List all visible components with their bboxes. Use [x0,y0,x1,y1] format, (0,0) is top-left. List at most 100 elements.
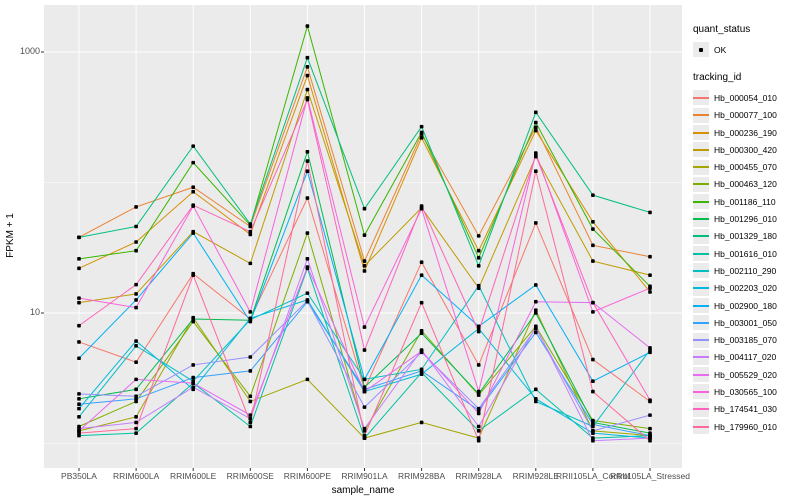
data-point-Hb_000300_420 [305,87,310,92]
data-point-Hb_002900_180 [305,169,310,174]
data-point-Hb_003185_070 [362,405,367,409]
legend-line-swatch [693,304,709,307]
data-point-Hb_003001_050 [191,375,195,380]
legend-item-label: Hb_000077_100 [714,110,777,121]
data-point-Hb_179960_010 [591,389,595,394]
data-point-Hb_003001_050 [591,422,595,427]
data-point-Hb_000054_010 [534,221,538,225]
data-point-Hb_000077_100 [191,185,195,190]
x-tick-label: RRII105LA_Stressed [610,471,690,481]
data-point-Hb_000300_420 [77,300,81,305]
data-point-Hb_001296_010 [77,397,81,401]
data-point-Hb_001329_180 [305,55,310,60]
data-point-Hb_179960_010 [362,433,367,438]
data-point-Hb_002900_180 [248,319,253,324]
y-axis-title-wrap: FPKM + 1 [2,0,18,470]
data-point-Hb_002110_290 [305,291,310,295]
data-point-Hb_000236_190 [305,73,310,78]
legend-item-Hb_030565_100: Hb_030565_100 [693,383,799,400]
data-point-Hb_174541_030 [648,398,652,402]
data-point-Hb_003001_050 [77,402,81,407]
data-point-Hb_000054_010 [591,357,595,362]
legend-item-label: Hb_179960_010 [714,421,777,432]
data-point-Hb_002203_020 [77,406,81,411]
legend-item-label: Hb_000455_070 [714,162,777,173]
legend-item-Hb_003001_050: Hb_003001_050 [693,314,799,331]
data-point-Hb_001329_180 [134,224,138,229]
data-point-Hb_000054_010 [134,360,138,364]
legend-key-box [693,298,709,313]
legend-quant-status: quant_status OK [693,24,799,58]
axis-tick-marks [41,51,651,471]
legend-item-label: Hb_000236_190 [714,127,777,138]
x-tick-label: RRIM600LA [112,471,160,481]
x-tick-label: RRII105LA_Control [556,471,630,481]
data-point-Hb_004117_020 [134,420,138,425]
legend-item-label: Hb_030565_100 [714,386,777,397]
data-point-Hb_001296_010 [534,311,538,315]
data-point-Hb_005529_020 [534,299,538,304]
legend-item-label: Hb_174541_030 [714,404,777,415]
data-point-Hb_174541_030 [305,97,310,102]
legend-line-swatch [693,235,709,238]
legend-item-Hb_000300_420: Hb_000300_420 [693,141,799,158]
legend-line-swatch [693,183,709,186]
legend-line-swatch [693,425,709,428]
legend-item-label: Hb_001296_010 [714,214,777,225]
data-point-Hb_001296_010 [419,331,424,336]
data-point-Hb_001186_110 [534,120,538,125]
data-point-Hb_001296_010 [305,149,310,154]
data-point-Hb_179960_010 [134,426,138,431]
data-point-Hb_004117_020 [591,438,595,443]
data-point-Hb_000455_070 [248,399,253,404]
data-point-Hb_000300_420 [648,273,652,277]
data-point-Hb_000463_120 [248,394,253,399]
legend-key-box [693,367,709,383]
x-tick-label: RRIM928BA [397,471,446,481]
legend-key-box [693,228,709,244]
data-point-Hb_002203_020 [134,339,138,343]
data-point-Hb_001186_110 [191,160,195,165]
x-axis-title: sample_name [331,485,395,496]
legend-item-Hb_001329_180: Hb_001329_180 [693,228,799,245]
data-point-Hb_003185_070 [248,355,253,359]
data-point-Hb_000300_420 [248,261,253,266]
data-point-Hb_030565_100 [362,325,367,329]
data-point-Hb_030565_100 [248,310,253,314]
data-point-Hb_174541_030 [191,203,195,207]
data-point-Hb_004117_020 [305,257,310,261]
data-point-Hb_002110_290 [476,283,481,288]
y-tick-label-1000: 1000 [19,46,40,56]
data-point-Hb_005529_020 [248,413,253,417]
legend-line-swatch [693,321,709,324]
data-point-Hb_000463_120 [305,231,310,235]
legend-key-box [693,159,709,175]
series-points [77,24,652,443]
legend-item-Hb_000054_010: Hb_000054_010 [693,89,799,106]
x-tick-label: RRIM928LE [512,471,559,481]
y-tick-label-10: 10 [29,307,40,317]
data-point-Hb_002900_180 [191,231,195,235]
legend-key-box [693,142,709,158]
legend-line-swatch [693,252,709,255]
legend-item-label: OK [714,44,727,55]
data-point-Hb_001186_110 [419,130,424,135]
legend-key-box [693,280,709,296]
data-point-Hb_003185_070 [591,429,595,433]
data-point-Hb_002110_290 [77,415,81,419]
data-point-Hb_003185_070 [77,392,81,396]
data-point-Hb_000236_190 [362,269,367,273]
data-point-Hb_002900_180 [134,298,138,302]
data-point-Hb_179960_010 [305,159,310,163]
data-point-Hb_030565_100 [134,305,138,310]
data-point-Hb_003185_070 [305,299,310,303]
legend-item-Hb_000077_100: Hb_000077_100 [693,107,799,124]
legend-line-swatch [693,166,709,169]
legend-line-swatch [693,356,709,359]
data-point-Hb_000236_190 [77,266,81,271]
data-point-Hb_000054_010 [419,260,424,265]
legend-item-Hb_005529_020: Hb_005529_020 [693,366,799,383]
legend-item-Hb_001296_010: Hb_001296_010 [693,210,799,227]
